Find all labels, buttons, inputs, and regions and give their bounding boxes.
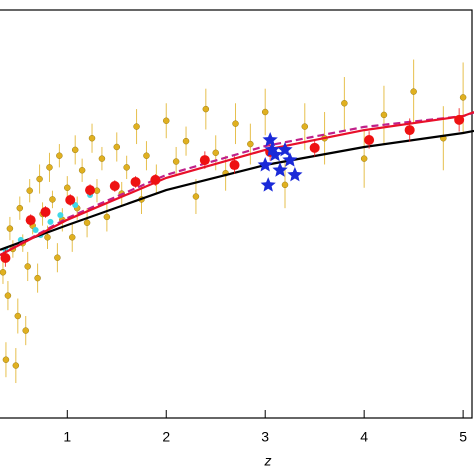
data-point xyxy=(46,164,53,171)
x-tick-label: 5 xyxy=(459,429,467,445)
fit-curve xyxy=(0,110,474,257)
data-point xyxy=(202,105,210,113)
star-point xyxy=(264,141,280,157)
data-point xyxy=(364,134,375,145)
data-point xyxy=(49,196,56,203)
data-point xyxy=(16,204,24,212)
data-point xyxy=(133,123,140,130)
x-tick-label: 3 xyxy=(261,429,269,445)
data-point xyxy=(4,292,12,299)
data-point xyxy=(261,108,269,116)
data-point xyxy=(229,160,240,171)
data-point xyxy=(71,146,79,154)
x-tick-label: 1 xyxy=(63,429,71,445)
data-point xyxy=(109,181,120,192)
data-point xyxy=(32,227,39,234)
data-point xyxy=(47,218,54,225)
data-point xyxy=(404,125,415,136)
data-point xyxy=(199,155,210,166)
data-point xyxy=(410,88,417,95)
data-point xyxy=(113,143,121,151)
data-point xyxy=(68,234,76,241)
data-point xyxy=(25,215,36,226)
data-point xyxy=(301,123,309,130)
data-point xyxy=(0,269,7,276)
data-point xyxy=(454,114,465,125)
data-point xyxy=(6,225,14,232)
star-point xyxy=(260,177,276,192)
data-point xyxy=(85,185,96,196)
data-point xyxy=(24,263,31,270)
data-point xyxy=(150,174,161,185)
data-point xyxy=(212,149,219,157)
data-point xyxy=(162,117,170,124)
data-point xyxy=(44,234,51,241)
data-point xyxy=(103,213,111,221)
data-point xyxy=(2,356,10,363)
data-point xyxy=(14,312,22,320)
data-point xyxy=(232,120,239,127)
fit-curve xyxy=(0,129,474,251)
data-point xyxy=(78,167,86,174)
data-point xyxy=(26,187,33,194)
data-point xyxy=(40,206,51,217)
data-point xyxy=(459,94,467,101)
data-point xyxy=(360,155,368,162)
fit-curve xyxy=(0,111,474,257)
data-point xyxy=(36,175,43,183)
data-point xyxy=(341,100,348,107)
data-point xyxy=(65,195,76,206)
data-point xyxy=(54,254,61,261)
data-point xyxy=(88,134,96,142)
star-point xyxy=(262,132,278,147)
star-point xyxy=(272,162,288,177)
data-point xyxy=(56,152,63,159)
data-point xyxy=(22,327,29,334)
data-point xyxy=(281,181,289,189)
data-point xyxy=(172,158,180,165)
star-point xyxy=(257,157,273,172)
data-point xyxy=(83,219,91,226)
data-point xyxy=(64,184,71,192)
data-point xyxy=(57,212,64,219)
plot-frame xyxy=(0,9,473,419)
data-point xyxy=(123,164,130,171)
data-point xyxy=(12,362,20,369)
data-point xyxy=(143,152,150,159)
x-tick-label: 2 xyxy=(162,429,170,445)
data-point xyxy=(380,111,388,119)
data-point xyxy=(0,253,11,264)
x-axis-label: z xyxy=(264,453,272,469)
data-point xyxy=(34,274,41,282)
data-point xyxy=(247,140,254,148)
data-point xyxy=(182,137,190,145)
data-point xyxy=(309,142,320,153)
data-point xyxy=(192,193,200,200)
data-point xyxy=(98,155,106,162)
star-point xyxy=(287,166,303,182)
star-point xyxy=(282,152,298,167)
x-tick-label: 4 xyxy=(360,429,368,445)
data-point xyxy=(130,176,141,187)
